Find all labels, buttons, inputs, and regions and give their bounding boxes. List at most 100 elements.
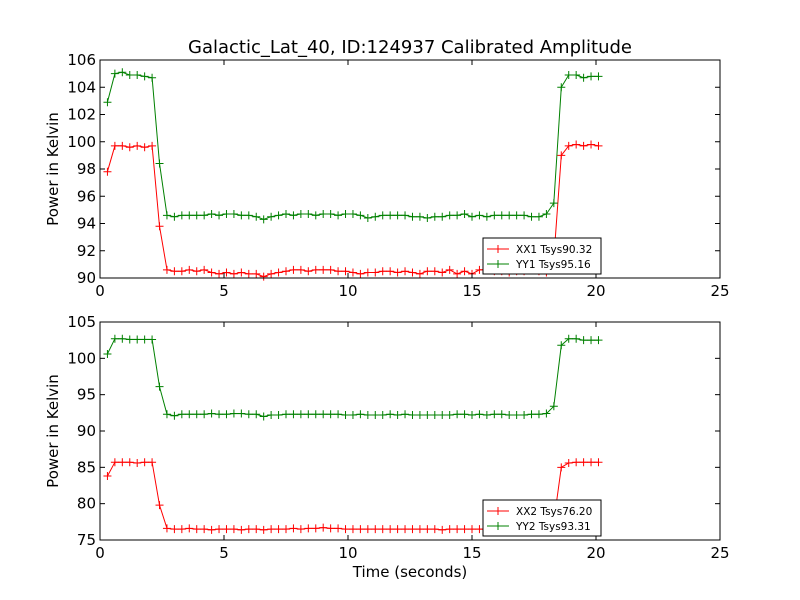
data-point <box>401 525 410 534</box>
data-point <box>162 410 171 419</box>
data-point <box>311 410 320 419</box>
y-tick-label: 80 <box>77 495 96 513</box>
data-point <box>244 410 253 419</box>
data-point <box>192 410 201 419</box>
data-point <box>319 410 328 419</box>
data-point <box>282 209 290 218</box>
data-point <box>490 211 499 220</box>
data-point <box>363 268 372 277</box>
data-point <box>557 341 566 350</box>
data-point <box>200 265 209 274</box>
data-point <box>304 524 313 533</box>
data-point <box>542 209 551 218</box>
data-point <box>162 524 171 533</box>
data-point <box>475 525 484 534</box>
data-point <box>170 525 179 534</box>
data-point <box>401 410 410 419</box>
y-axis-label: Power in Kelvin <box>44 374 62 488</box>
data-point <box>326 209 335 218</box>
data-point <box>319 265 328 274</box>
data-point <box>148 458 157 467</box>
data-point <box>408 268 417 277</box>
data-point <box>460 209 469 218</box>
y-tick-label: 98 <box>77 160 96 178</box>
legend-label: YY2 Tsys93.31 <box>515 521 591 533</box>
data-point <box>557 151 566 160</box>
legend-marker <box>494 245 502 253</box>
data-point <box>311 524 320 533</box>
data-point <box>334 410 343 419</box>
data-point <box>371 212 380 221</box>
x-axis-label: Time (seconds) <box>352 563 468 581</box>
data-point <box>274 525 283 534</box>
y-tick-label: 104 <box>67 78 96 96</box>
data-point <box>110 334 119 343</box>
figure-title: Galactic_Lat_40, ID:124937 Calibrated Am… <box>188 37 632 58</box>
data-point <box>289 410 298 419</box>
data-point <box>371 525 380 534</box>
data-point <box>564 70 573 79</box>
data-point <box>177 410 186 419</box>
data-point <box>222 209 231 218</box>
data-point <box>423 267 432 276</box>
data-point <box>304 209 313 218</box>
data-point <box>594 458 603 467</box>
data-point <box>118 458 127 467</box>
data-point <box>237 409 246 418</box>
data-point <box>118 68 127 77</box>
subplot-1: 0 5 10 15 20 25 90 92 94 96 98 100 102 104 106 Power in… <box>44 51 730 300</box>
data-point <box>497 410 506 419</box>
x-tick-label: 15 <box>462 544 481 562</box>
data-point <box>282 525 290 534</box>
data-point <box>244 211 253 220</box>
data-point <box>103 167 112 176</box>
data-point <box>549 402 558 411</box>
data-point <box>252 212 261 221</box>
data-point <box>386 410 395 419</box>
data-point <box>259 412 268 421</box>
y-tick-label: 100 <box>67 349 96 367</box>
data-point <box>296 410 305 419</box>
data-point <box>334 211 343 220</box>
x-tick-label: 20 <box>586 544 605 562</box>
data-point <box>445 211 454 220</box>
data-point <box>356 269 365 278</box>
series-markers-2 <box>103 334 603 421</box>
x-tick-label: 5 <box>219 544 229 562</box>
data-point <box>207 268 216 277</box>
data-point <box>304 410 313 419</box>
data-point <box>445 525 454 534</box>
data-point <box>371 268 380 277</box>
data-point <box>572 140 581 149</box>
data-point <box>393 525 402 534</box>
data-point <box>594 336 603 345</box>
data-point <box>282 410 290 419</box>
data-point <box>259 215 268 224</box>
data-point <box>200 525 209 534</box>
data-point <box>185 211 194 220</box>
legend-box <box>482 499 602 537</box>
x-tick-label: 25 <box>710 544 729 562</box>
data-point <box>311 211 320 220</box>
data-point <box>445 265 454 274</box>
data-point <box>319 523 328 532</box>
data-point <box>438 525 447 534</box>
data-point <box>453 525 462 534</box>
y-tick-label: 85 <box>77 458 96 476</box>
data-point <box>125 335 134 344</box>
data-point <box>475 410 484 419</box>
x-tick-label: 10 <box>338 544 357 562</box>
data-point <box>207 209 216 218</box>
data-point <box>460 410 469 419</box>
data-point <box>468 212 476 221</box>
data-point <box>341 209 350 218</box>
data-point <box>334 267 343 276</box>
data-point <box>378 411 387 420</box>
data-point <box>200 211 209 220</box>
y-tick-label: 94 <box>77 215 96 233</box>
data-point <box>534 212 543 221</box>
data-point <box>512 211 521 220</box>
data-point <box>222 410 231 419</box>
data-point <box>200 410 209 419</box>
data-point <box>356 410 365 419</box>
